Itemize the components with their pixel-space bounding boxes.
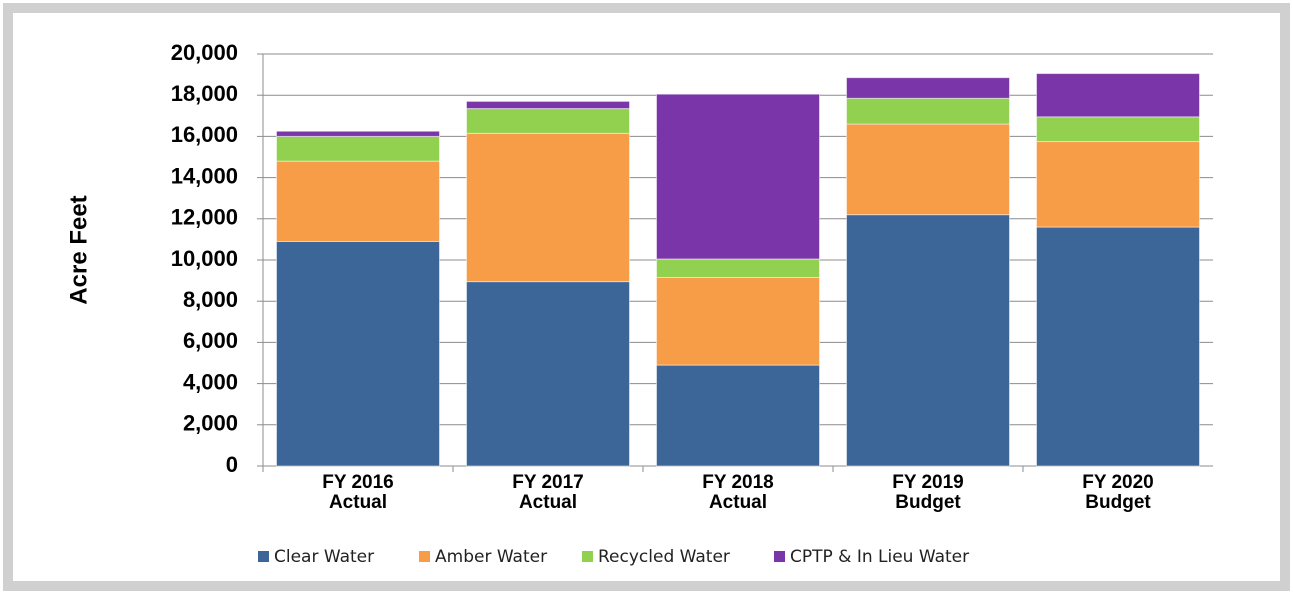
y-tick-label: 0 — [226, 452, 238, 477]
y-tick-label: 20,000 — [171, 40, 238, 65]
y-tick-label: 14,000 — [171, 163, 238, 188]
bar-segment — [466, 281, 630, 467]
x-tick-label: FY 2017 Actual — [512, 472, 584, 513]
x-tick-label: FY 2018 Actual — [702, 472, 774, 513]
x-tick-label: FY 2016 Actual — [322, 472, 394, 513]
y-tick-label: 2,000 — [183, 411, 238, 436]
bar-segment — [656, 258, 820, 279]
bar-segment — [656, 364, 820, 467]
y-tick-label: 10,000 — [171, 246, 238, 271]
legend-swatch — [258, 551, 269, 562]
bar-segment — [276, 160, 440, 242]
legend-label: Recycled Water — [598, 547, 730, 567]
y-tick-label: 8,000 — [183, 287, 238, 312]
y-tick-label: 16,000 — [171, 122, 238, 147]
bar-segment — [846, 214, 1010, 467]
x-tick-label: FY 2020 Budget — [1082, 472, 1154, 513]
y-tick-label: 12,000 — [171, 205, 238, 230]
legend-label: Clear Water — [274, 547, 374, 567]
bar-segment — [276, 135, 440, 162]
bar-segment — [1036, 226, 1200, 467]
legend-swatch — [582, 551, 593, 562]
bar-segment — [656, 277, 820, 366]
bar-segment — [1036, 141, 1200, 228]
bar-segment — [846, 97, 1010, 125]
legend-swatch — [419, 551, 430, 562]
x-tick-label: FY 2019 Budget — [892, 472, 964, 513]
legend-label: Amber Water — [435, 547, 547, 567]
bar-segment — [276, 240, 440, 467]
bar-segment — [466, 100, 630, 110]
y-axis-label: Acre Feet — [65, 195, 92, 304]
bar-segment — [1036, 116, 1200, 143]
bar-segment — [846, 123, 1010, 216]
y-tick-label: 6,000 — [183, 328, 238, 353]
bar-segment — [1036, 73, 1200, 118]
bar-segment — [466, 132, 630, 283]
y-tick-label: 18,000 — [171, 81, 238, 106]
bar-segment — [656, 93, 820, 260]
legend-label: CPTP & In Lieu Water — [790, 547, 969, 567]
bar-segment — [846, 77, 1010, 99]
legend-swatch — [774, 551, 785, 562]
bar-segment — [466, 108, 630, 134]
bar-segment — [276, 130, 440, 137]
y-tick-label: 4,000 — [183, 369, 238, 394]
